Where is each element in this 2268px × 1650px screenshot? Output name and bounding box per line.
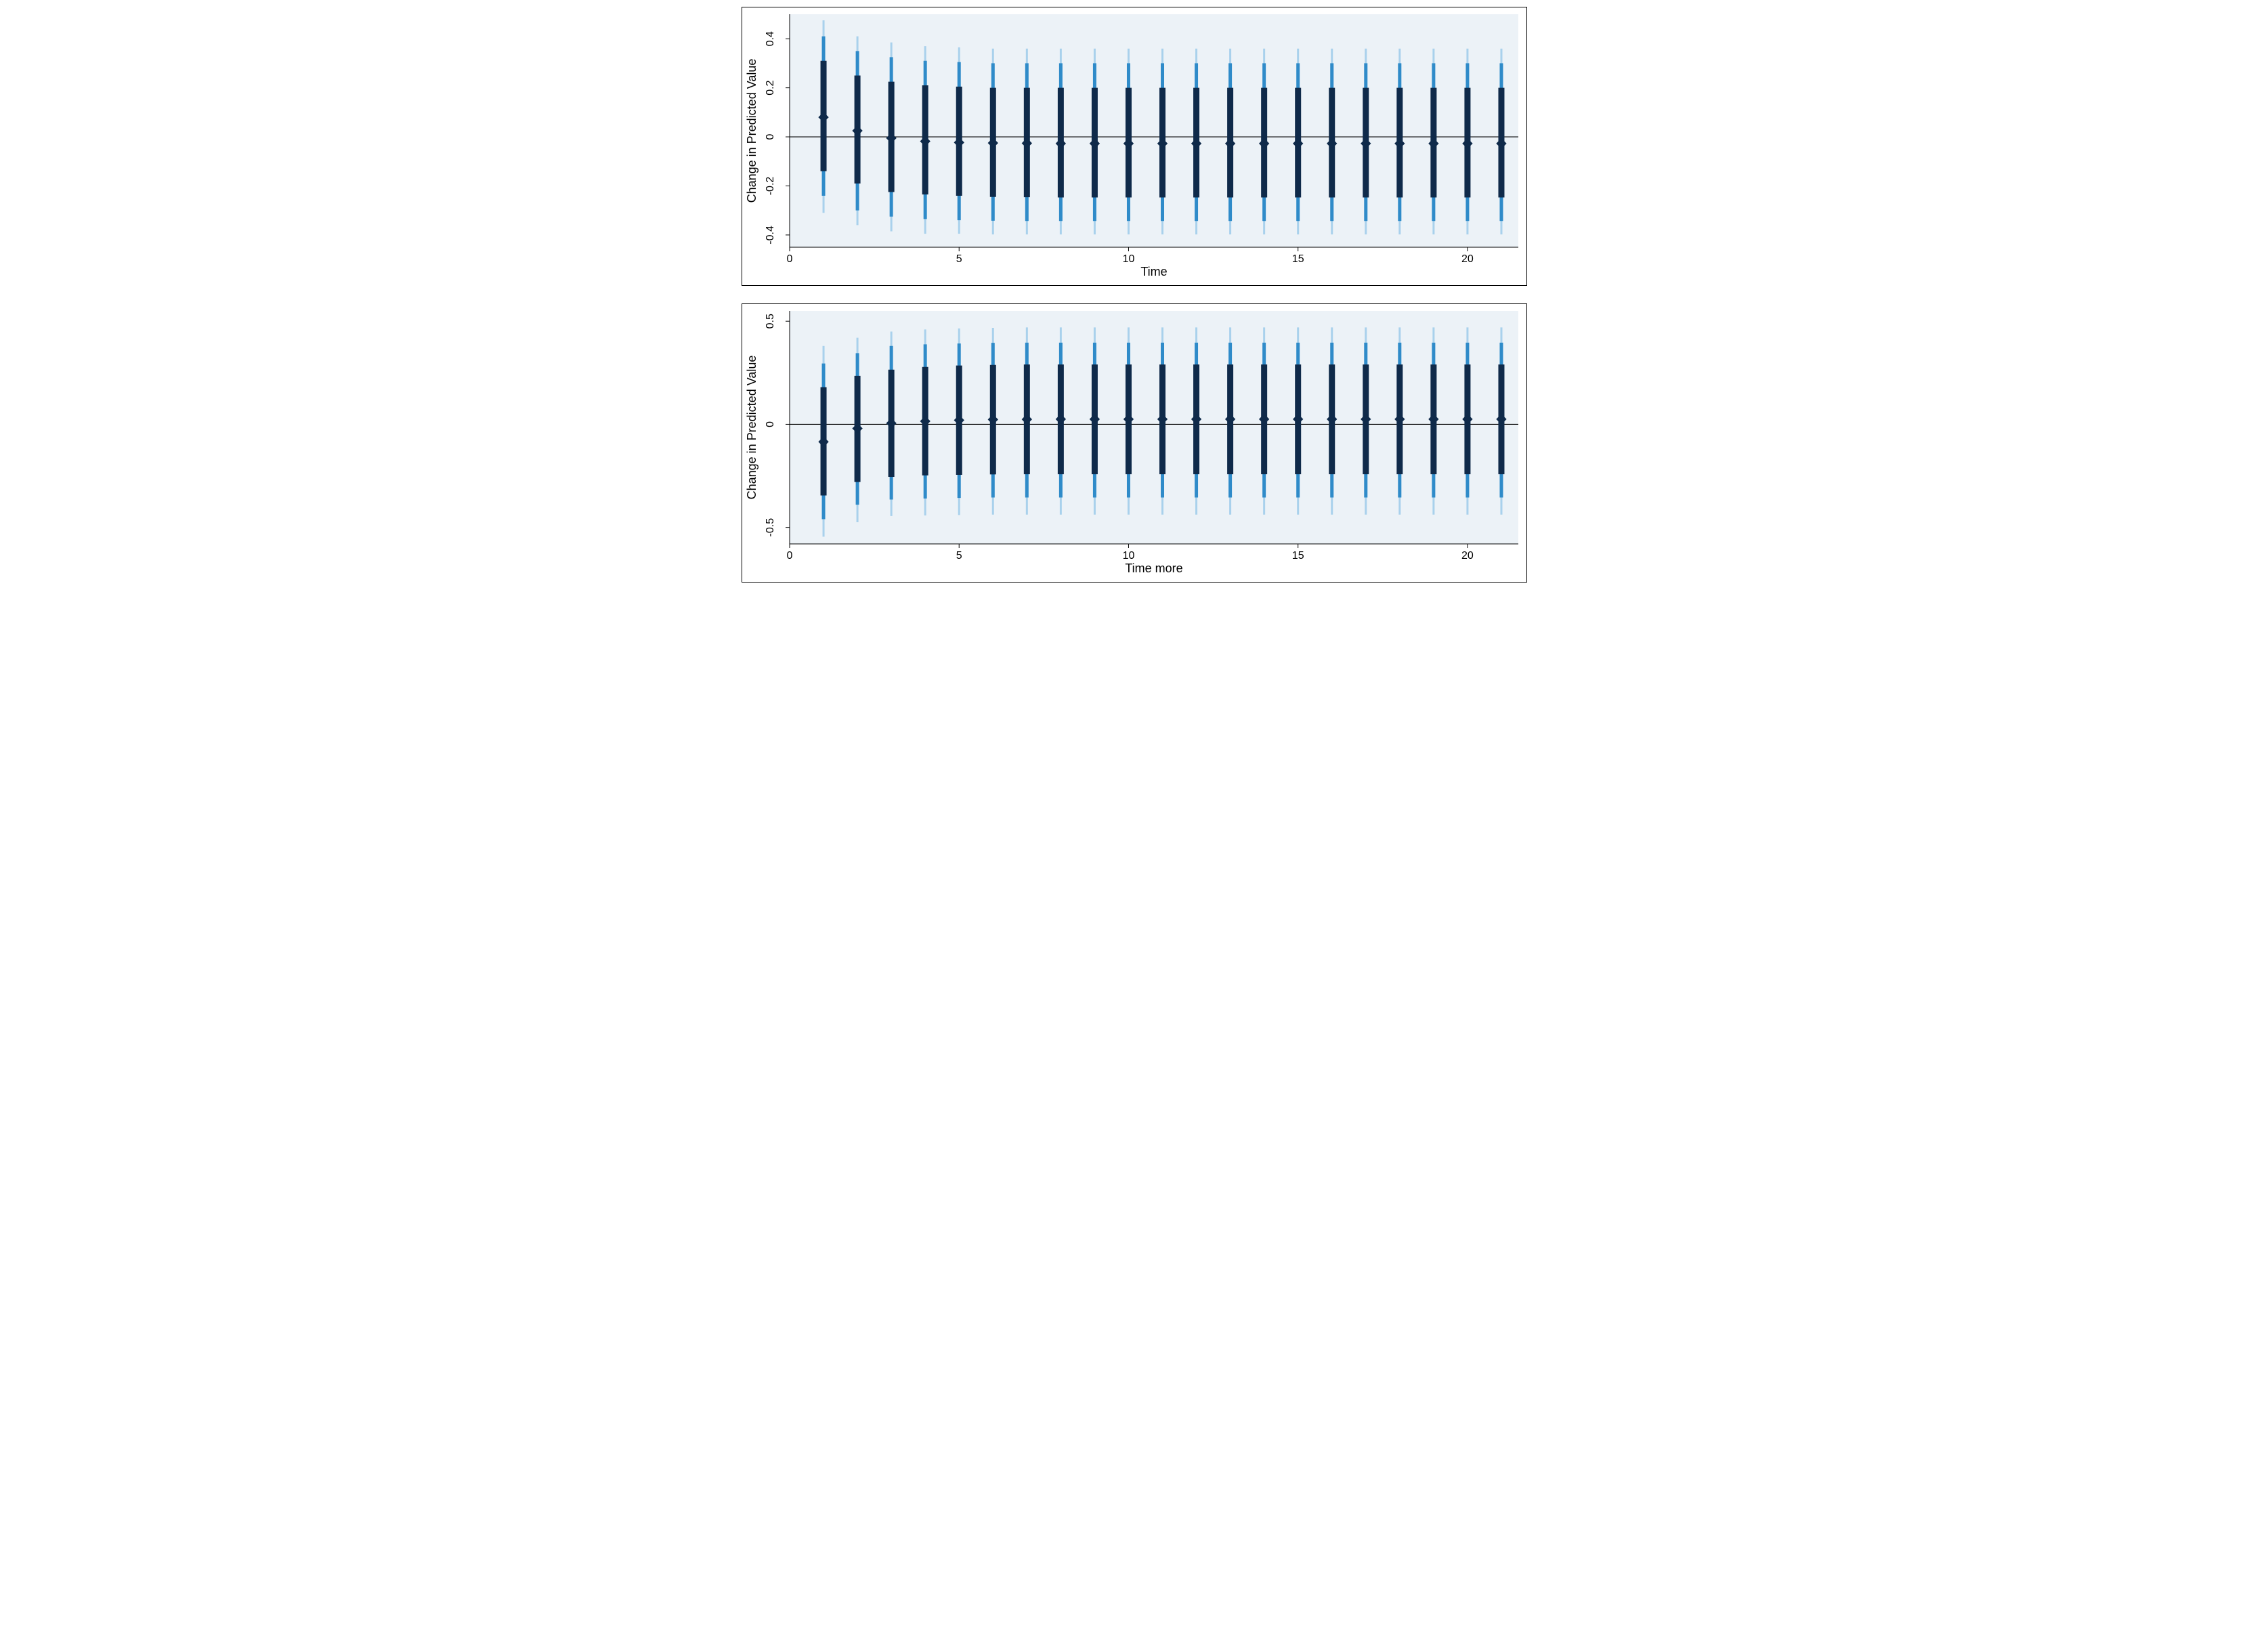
x-tick-label: 20 — [1461, 253, 1474, 265]
plot-background — [790, 14, 1518, 247]
x-axis-label: Time — [1140, 265, 1167, 278]
x-tick-label: 10 — [1122, 550, 1134, 562]
y-tick-label: 0.4 — [765, 31, 776, 46]
y-tick-label: -0.2 — [765, 177, 776, 196]
x-tick-label: 5 — [956, 550, 962, 562]
x-tick-label: 20 — [1461, 550, 1474, 562]
x-tick-label: 5 — [956, 253, 962, 265]
x-tick-label: 0 — [786, 550, 792, 562]
chart-panel-top: 0 5 10 15 20 -0.4 -0.2 0 0.2 0.4 Time Change in Pre… — [742, 7, 1527, 286]
chart-bottom: 0 5 10 15 20 -0.5 0 0.5 Time more Change in Predi… — [742, 304, 1526, 582]
y-tick-label: 0.5 — [765, 314, 776, 329]
plot-background — [790, 311, 1518, 544]
y-axis-label: Change in Predicted Value — [745, 59, 758, 203]
y-tick-label: 0 — [765, 134, 776, 140]
page-container: 0 5 10 15 20 -0.4 -0.2 0 0.2 0.4 Time Change in Pre… — [728, 0, 1541, 614]
x-tick-label: 15 — [1291, 550, 1304, 562]
y-axis-label: Change in Predicted Value — [745, 356, 758, 500]
x-tick-label: 15 — [1291, 253, 1304, 265]
x-tick-label: 0 — [786, 253, 792, 265]
y-tick-label: 0.2 — [765, 80, 776, 95]
x-tick-label: 10 — [1122, 253, 1134, 265]
chart-panel-bottom: 0 5 10 15 20 -0.5 0 0.5 Time more Change in Predi… — [742, 303, 1527, 583]
chart-top: 0 5 10 15 20 -0.4 -0.2 0 0.2 0.4 Time Change in Pre… — [742, 7, 1526, 285]
y-tick-label: -0.4 — [765, 226, 776, 245]
y-tick-label: 0 — [765, 421, 776, 427]
x-axis-label: Time more — [1125, 562, 1182, 575]
y-tick-label: -0.5 — [765, 518, 776, 537]
